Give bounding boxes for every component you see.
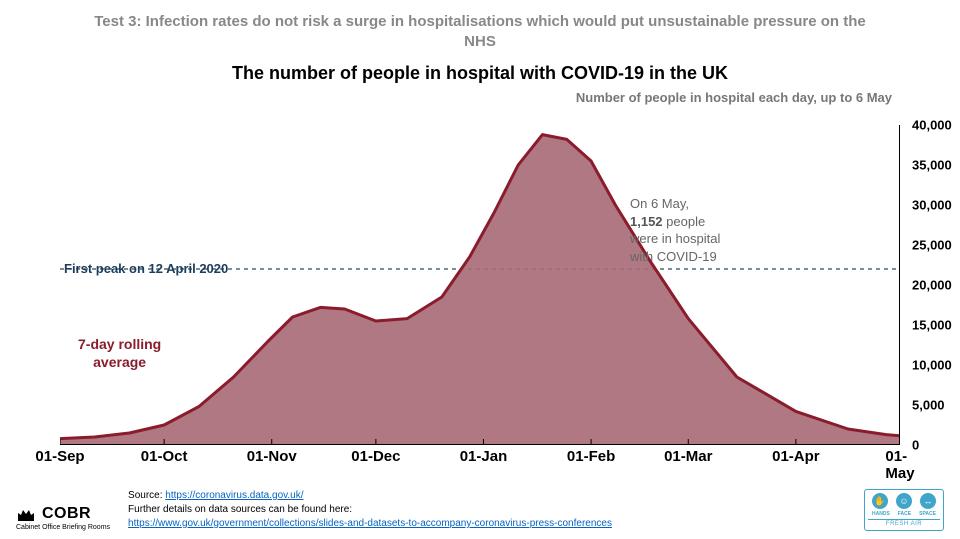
y-tick-label: 20,000 — [912, 278, 952, 293]
annot-bold: 1,152 — [630, 214, 663, 229]
x-tick-label: 01-Apr — [772, 448, 820, 465]
annot-line3: were in hospital — [630, 231, 720, 246]
hospital-chart: First peak on 12 April 2020 7-day rollin… — [60, 125, 900, 445]
x-tick-label: 01-Oct — [141, 448, 188, 465]
first-peak-label: First peak on 12 April 2020 — [64, 261, 228, 276]
rolling-line2: average — [93, 354, 146, 370]
source-block: Source: https://coronavirus.data.gov.uk/… — [110, 489, 864, 531]
space-icon: ↔ — [920, 493, 936, 509]
hfs-hands: HANDS — [872, 511, 890, 517]
y-tick-label: 25,000 — [912, 238, 952, 253]
source-prefix: Source: — [128, 490, 165, 501]
hands-icon: ✋ — [872, 493, 888, 509]
last-value-annotation: On 6 May, 1,152 people were in hospital … — [630, 195, 720, 265]
face-icon: ☺ — [896, 493, 912, 509]
test-caption: Test 3: Infection rates do not risk a su… — [0, 0, 960, 59]
y-tick-label: 35,000 — [912, 158, 952, 173]
x-tick-label: 01-May — [885, 448, 914, 482]
rolling-line1: 7-day rolling — [78, 336, 161, 352]
y-tick-label: 10,000 — [912, 358, 952, 373]
hands-face-space-badge: ✋ ☺ ↔ HANDS FACE SPACE FRESH AIR — [864, 489, 944, 531]
x-tick-label: 01-Sep — [35, 448, 84, 465]
annot-line2-rest: people — [663, 214, 706, 229]
x-tick-label: 01-Jan — [460, 448, 508, 465]
y-tick-label: 30,000 — [912, 198, 952, 213]
source-link[interactable]: https://coronavirus.data.gov.uk/ — [165, 490, 303, 501]
hfs-bottom: FRESH AIR — [868, 519, 940, 527]
y-tick-label: 5,000 — [912, 398, 945, 413]
x-tick-label: 01-Mar — [664, 448, 712, 465]
x-tick-label: 01-Feb — [567, 448, 615, 465]
cobr-name: COBR — [42, 505, 91, 523]
hfs-face: FACE — [898, 511, 911, 517]
y-tick-label: 0 — [912, 438, 919, 453]
y-tick-label: 15,000 — [912, 318, 952, 333]
details-text: Further details on data sources can be f… — [128, 504, 352, 515]
chart-subtitle: Number of people in hospital each day, u… — [0, 90, 960, 109]
hfs-space: SPACE — [919, 511, 936, 517]
x-tick-label: 01-Dec — [351, 448, 400, 465]
footer: COBR Cabinet Office Briefing Rooms Sourc… — [0, 489, 960, 531]
annot-line1: On 6 May, — [630, 196, 689, 211]
x-tick-label: 01-Nov — [247, 448, 297, 465]
crown-icon — [16, 505, 36, 523]
cobr-logo: COBR Cabinet Office Briefing Rooms — [16, 505, 110, 531]
cobr-sub: Cabinet Office Briefing Rooms — [16, 524, 110, 531]
details-link[interactable]: https://www.gov.uk/government/collection… — [128, 518, 612, 529]
annot-line4: with COVID-19 — [630, 249, 717, 264]
page-title: The number of people in hospital with CO… — [0, 59, 960, 90]
y-tick-label: 40,000 — [912, 118, 952, 133]
rolling-average-label: 7-day rolling average — [78, 335, 161, 371]
chart-svg — [60, 125, 900, 445]
